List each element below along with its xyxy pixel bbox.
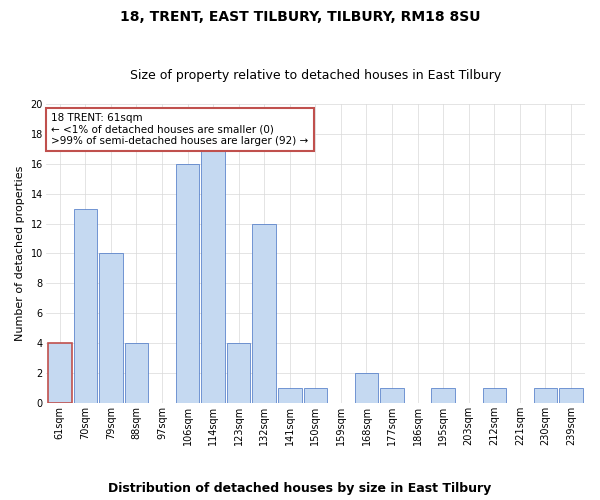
Bar xyxy=(559,388,583,403)
Bar xyxy=(431,388,455,403)
Title: Size of property relative to detached houses in East Tilbury: Size of property relative to detached ho… xyxy=(130,69,501,82)
Text: 18, TRENT, EAST TILBURY, TILBURY, RM18 8SU: 18, TRENT, EAST TILBURY, TILBURY, RM18 8… xyxy=(120,10,480,24)
Bar xyxy=(48,343,71,403)
Bar xyxy=(176,164,199,403)
Bar xyxy=(533,388,557,403)
Bar xyxy=(99,254,122,403)
Bar xyxy=(227,343,250,403)
Y-axis label: Number of detached properties: Number of detached properties xyxy=(15,166,25,341)
Bar xyxy=(278,388,302,403)
Bar xyxy=(253,224,276,403)
Bar xyxy=(380,388,404,403)
Text: Distribution of detached houses by size in East Tilbury: Distribution of detached houses by size … xyxy=(109,482,491,495)
Bar xyxy=(125,343,148,403)
Bar xyxy=(202,149,225,403)
Bar xyxy=(304,388,327,403)
Text: 18 TRENT: 61sqm
← <1% of detached houses are smaller (0)
>99% of semi-detached h: 18 TRENT: 61sqm ← <1% of detached houses… xyxy=(51,113,308,146)
Bar xyxy=(74,208,97,403)
Bar xyxy=(355,373,378,403)
Bar xyxy=(482,388,506,403)
